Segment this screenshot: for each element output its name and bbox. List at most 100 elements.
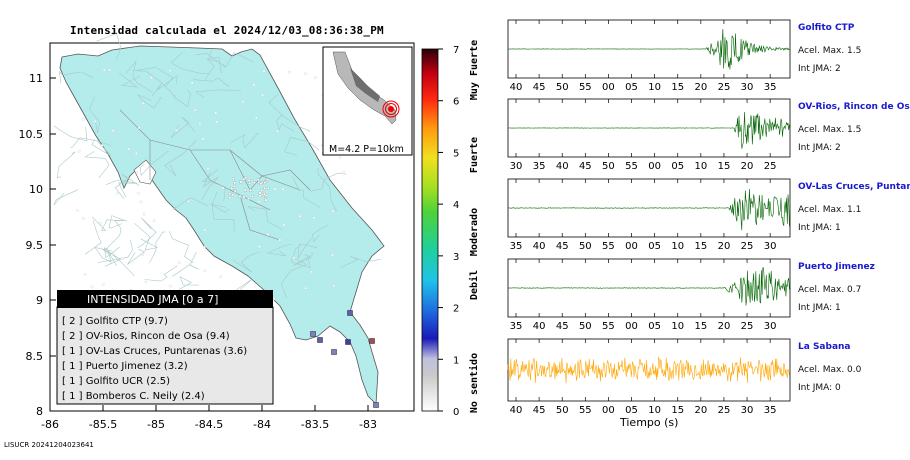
road — [137, 94, 162, 109]
trace-tick-label: 45 — [579, 161, 592, 172]
town-dot — [304, 287, 307, 290]
trace-tick-label: 15 — [671, 405, 684, 416]
town-dot — [310, 270, 313, 274]
trace-tick-label: 50 — [602, 161, 615, 172]
trace-tick-label: 05 — [648, 321, 661, 332]
town-dot — [111, 129, 115, 132]
road — [247, 206, 283, 230]
town-dot — [244, 176, 248, 179]
town-dot — [77, 149, 81, 153]
town-dot — [99, 221, 102, 225]
intensity-colorbar — [421, 48, 439, 412]
trace-tick-label: 55 — [579, 405, 592, 416]
trace-tick-label: 55 — [579, 82, 592, 93]
road — [172, 251, 199, 277]
inset-label: M=4.2 P=10km — [329, 144, 404, 155]
town-dot — [251, 195, 254, 198]
town-dot — [120, 257, 124, 260]
station-accel: Acel. Max. 1.1 — [798, 205, 862, 215]
trace-tick-label: 00 — [602, 405, 615, 416]
trace-tick-label: 35 — [764, 405, 777, 416]
town-dot — [331, 253, 334, 257]
town-dot — [342, 171, 345, 174]
road — [119, 72, 141, 88]
lon-tick-label: -85.5 — [89, 418, 117, 431]
road — [193, 77, 229, 88]
trace-tick-label: 50 — [579, 241, 592, 252]
town-dot — [258, 194, 262, 198]
town-dot — [112, 252, 115, 256]
station-name: Golfito CTP — [798, 23, 855, 33]
road — [280, 258, 308, 299]
lat-tick-label: 8.5 — [26, 350, 44, 363]
town-dot — [91, 285, 94, 289]
town-dot — [264, 198, 268, 202]
lat-tick-label: 8 — [36, 405, 43, 418]
lon-tick-label: -83 — [359, 418, 377, 431]
road — [59, 71, 94, 84]
town-dot — [257, 178, 260, 181]
road — [125, 60, 153, 93]
colorbar-category: No sentido — [468, 353, 480, 413]
road — [108, 215, 128, 229]
colorbar-tick-label: 4 — [453, 200, 459, 211]
town-dot — [83, 273, 87, 276]
town-dot — [249, 189, 252, 192]
road — [233, 251, 261, 273]
trace-tick-label: 20 — [694, 82, 707, 93]
trace-tick-label: 30 — [741, 405, 754, 416]
town-dot — [242, 100, 245, 103]
colorbar-tick-label: 0 — [453, 407, 459, 418]
trace-tick-label: 30 — [510, 161, 523, 172]
town-dot — [234, 190, 237, 193]
lon-tick-label: -86 — [41, 418, 59, 431]
town-dot — [232, 177, 235, 180]
town-dot — [233, 185, 236, 188]
town-dot — [266, 178, 269, 181]
station-name: OV-Rios, Rincon de Osa — [798, 102, 910, 112]
station-marker — [347, 310, 353, 316]
town-dot — [299, 215, 302, 218]
trace-panel: 35 40 45 50 55 00 05 10 15 20 25 30 — [507, 258, 791, 332]
colorbar-category: Muy Fuerte — [469, 40, 480, 100]
station-accel: Acel. Max. 0.7 — [798, 285, 862, 295]
station-accel: Acel. Max. 0.0 — [798, 365, 862, 375]
road — [210, 203, 230, 213]
road — [89, 96, 100, 134]
road — [211, 192, 235, 232]
trace-tick-label: 35 — [510, 241, 523, 252]
town-dot — [175, 129, 178, 132]
trace-tick-label: 45 — [556, 241, 569, 252]
trace-tick-label: 25 — [741, 241, 754, 252]
town-dot — [332, 284, 335, 287]
town-dot — [231, 193, 234, 197]
trace-tick-label: 50 — [579, 321, 592, 332]
trace-tick-label: 15 — [694, 241, 707, 252]
town-dot — [259, 182, 263, 185]
station-marker — [331, 349, 337, 355]
station-jma: Int JMA: 2 — [798, 143, 841, 153]
town-dot — [263, 192, 266, 196]
town-dot — [201, 137, 205, 141]
road — [105, 179, 138, 198]
road — [169, 230, 194, 263]
road — [309, 172, 347, 192]
trace-tick-label: 30 — [764, 321, 777, 332]
road — [174, 89, 191, 108]
town-dot — [261, 93, 264, 97]
page-title: Intensidad calculada el 2024/12/03_08:36… — [70, 24, 384, 37]
town-dot — [257, 200, 260, 204]
inset-map: M=4.2 P=10km — [322, 46, 413, 156]
trace-tick-label: 00 — [625, 321, 638, 332]
town-dot — [203, 246, 206, 249]
town-dot — [263, 181, 267, 185]
town-dot — [116, 192, 119, 195]
trace-tick-label: 45 — [533, 405, 546, 416]
legend-item: [ 1 ] Puerto Jimenez (3.2) — [62, 361, 188, 372]
road — [53, 188, 79, 206]
colorbar-axes: 0 1 2 3 4 5 6 7 No sentido Debil Moderado Fuerte Muy… — [438, 40, 480, 418]
road — [170, 51, 209, 74]
town-dot — [267, 186, 270, 190]
legend-item: [ 2 ] Golfito CTP (9.7) — [62, 316, 168, 327]
lon-tick-label: -83.5 — [301, 418, 329, 431]
